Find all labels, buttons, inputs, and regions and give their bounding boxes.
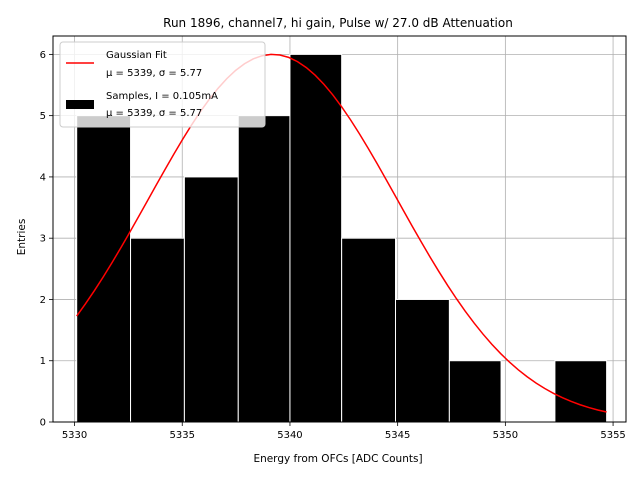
- histogram-bar: [237, 115, 291, 423]
- x-tick-label: 5340: [277, 430, 302, 441]
- y-tick-label: 5: [40, 111, 46, 122]
- histogram-bar: [183, 176, 239, 423]
- legend: Gaussian Fit μ = 5339, σ = 5.77 Samples,…: [59, 41, 266, 128]
- x-axis-label: Energy from OFCs [ADC Counts]: [253, 453, 422, 465]
- legend-samples-stats: μ = 5339, σ = 5.77: [106, 108, 202, 119]
- histogram-bar: [289, 53, 343, 423]
- y-tick-label: 4: [40, 172, 46, 183]
- y-tick-label: 1: [40, 356, 46, 367]
- ticks-layer: 5330 5335 5340 5345 5350 5355 0 1 2 3 4 5 6: [40, 50, 626, 441]
- x-tick-label: 5335: [170, 430, 195, 441]
- legend-samples-label: Samples, I = 0.105mA: [106, 91, 218, 102]
- y-tick-label: 6: [40, 50, 46, 61]
- legend-fit-stats: μ = 5339, σ = 5.77: [106, 68, 202, 79]
- histogram-bar: [341, 237, 397, 423]
- x-tick-label: 5355: [600, 430, 625, 441]
- y-axis-label: Entries: [16, 219, 28, 256]
- gaussian-fit-line: [76, 53, 607, 413]
- legend-fit-label: Gaussian Fit: [106, 50, 167, 61]
- chart-title: Run 1896, channel7, hi gain, Pulse w/ 27…: [163, 16, 513, 30]
- x-tick-label: 5350: [493, 430, 518, 441]
- y-tick-label: 0: [40, 418, 46, 429]
- bars-layer: [76, 53, 608, 423]
- y-tick-label: 3: [40, 234, 46, 245]
- x-tick-label: 5345: [385, 430, 410, 441]
- histogram-bar: [130, 237, 185, 423]
- histogram-bar: [76, 115, 132, 423]
- legend-box: [59, 41, 266, 128]
- plot-frame: [52, 35, 627, 423]
- histogram-bar: [448, 360, 502, 423]
- legend-samples-swatch: [66, 100, 94, 109]
- histogram-bar: [395, 298, 450, 423]
- fit-layer: [76, 53, 607, 413]
- histogram-bar: [554, 360, 608, 423]
- y-tick-label: 2: [40, 295, 46, 306]
- x-tick-label: 5330: [62, 430, 87, 441]
